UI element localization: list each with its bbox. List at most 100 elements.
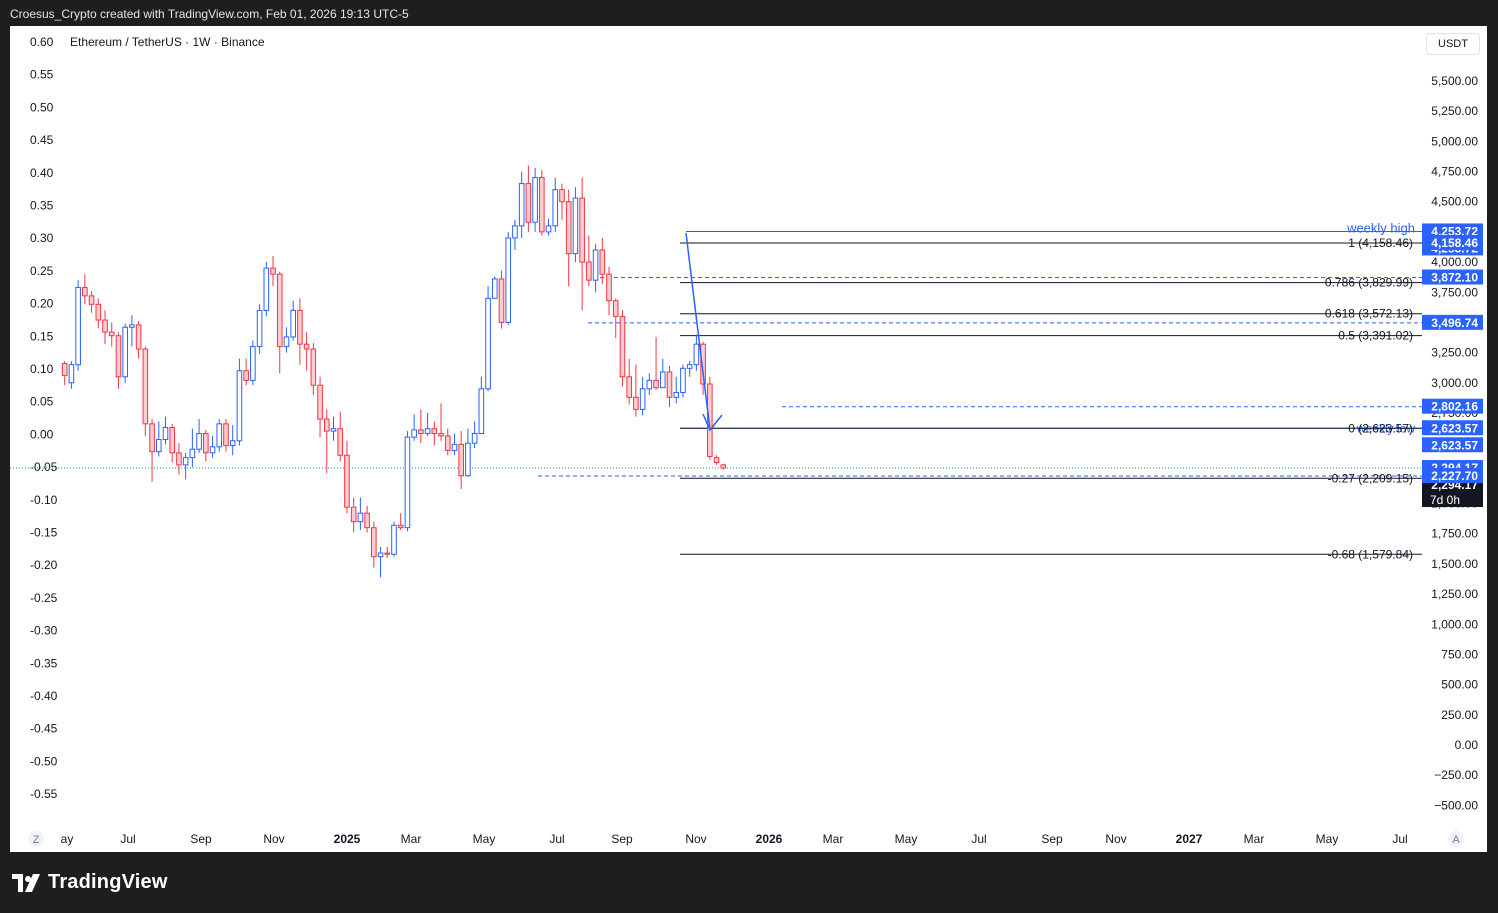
candle-body <box>572 197 579 255</box>
left-axis-tick: -0.15 <box>30 526 58 540</box>
right-axis-tick: 1,250.00 <box>1431 587 1478 601</box>
candle-body <box>68 364 75 384</box>
candle-body <box>115 335 122 378</box>
candle-body <box>223 423 229 447</box>
price-label-box <box>1422 468 1483 484</box>
candle-fill <box>371 527 377 557</box>
candle-body <box>626 376 632 398</box>
right-axis-tick: 4,500.00 <box>1431 195 1478 209</box>
candle-fill <box>62 363 67 376</box>
candle-body <box>276 273 283 348</box>
price-label: 2,227.70 <box>1431 469 1478 483</box>
candle-body <box>149 423 155 453</box>
fib-level-label: 0 (2,623.57) <box>1348 421 1413 435</box>
candle-fill <box>714 457 719 463</box>
candle-fill <box>364 513 370 528</box>
fib-level-label: 0.786 (3,829.99) <box>1325 276 1413 290</box>
left-axis-tick: -0.20 <box>30 558 58 572</box>
candle-body <box>592 249 599 281</box>
candle-body <box>310 348 317 386</box>
candle-body <box>411 429 417 438</box>
candle-body <box>565 201 572 255</box>
candle-body <box>458 443 464 477</box>
candle-body <box>216 423 223 448</box>
left-axis-tick: -0.10 <box>30 493 58 507</box>
candle-body <box>283 336 290 348</box>
candle-fill <box>526 183 531 223</box>
currency-button[interactable]: USDT <box>1426 33 1480 55</box>
candle-fill <box>337 428 343 456</box>
candle-body <box>176 452 182 466</box>
candle-body <box>498 278 505 323</box>
price-label: 2,623.57 <box>1431 421 1478 435</box>
price-label: 3,496.74 <box>1431 316 1478 330</box>
right-axis[interactable]: 5,500.00 5,250.00 5,000.00 4,750.00 4,500.00… <box>1422 74 1483 812</box>
candle-fill <box>143 349 148 424</box>
price-label: 3,872.10 <box>1431 271 1478 285</box>
candle-fill <box>297 310 303 345</box>
candle-body <box>229 440 236 447</box>
left-axis-tick: -0.05 <box>30 460 58 474</box>
time-axis-label: ay <box>61 832 74 846</box>
candle-fill <box>351 507 356 522</box>
candle-body <box>693 343 700 366</box>
time-axis-label: May <box>1316 832 1339 846</box>
left-axis-tick: 0.50 <box>30 100 54 114</box>
candle-fill <box>653 380 659 388</box>
candle-body <box>142 348 149 425</box>
candle-fill <box>579 198 585 263</box>
candle-fill <box>324 419 330 432</box>
left-axis-tick: 0.60 <box>30 35 54 49</box>
candle-fill <box>559 189 565 202</box>
price-chart[interactable]: Ethereum / TetherUS · 1W · Binance 0.600… <box>10 26 1487 852</box>
left-axis-tick: -0.35 <box>30 656 58 670</box>
candle-body <box>263 267 270 311</box>
candle-body <box>243 370 249 381</box>
fib-level-label: 1 (4,158.46) <box>1348 236 1413 250</box>
price-label: 4,253.72 <box>1431 224 1478 238</box>
auto-scale-button-label: A <box>1452 834 1460 846</box>
candle-body <box>189 448 196 459</box>
candle-body <box>680 367 686 393</box>
chart-panel[interactable]: Ethereum / TetherUS · 1W · Binance 0.60 0… <box>10 26 1487 852</box>
time-axis-label: Jul <box>120 832 135 846</box>
candle-body <box>129 324 135 328</box>
price-label: 4,158.46 <box>1431 236 1478 250</box>
candle-fill <box>149 423 155 452</box>
fibonacci-levels[interactable]: 1 (4,158.46) 0.786 (3,829.99) 0.618 (3,572… <box>680 236 1422 561</box>
left-axis-tick: -0.25 <box>30 591 58 605</box>
candle-body <box>209 446 216 454</box>
candle-series <box>61 165 727 578</box>
time-axis[interactable]: ay Jul Sep Nov 2025 Mar May Jul Sep Nov 2026 Mar May… <box>28 831 1464 847</box>
fib-level-label: -0.27 (2,209.15) <box>1328 471 1413 485</box>
candle-fill <box>203 433 209 453</box>
candle-body <box>323 418 330 432</box>
candle-fill <box>82 287 88 296</box>
candle-body <box>478 388 485 435</box>
time-axis-label: Sep <box>611 832 633 846</box>
price-label-box <box>1422 398 1483 414</box>
left-axis-tick: 0.10 <box>30 362 54 376</box>
candle-fill <box>109 332 115 336</box>
candle-body <box>532 177 538 223</box>
candle-body <box>525 183 532 223</box>
scale-left-button <box>28 831 44 847</box>
candle-fill <box>700 344 706 385</box>
candle-fill <box>438 433 444 436</box>
candle-body <box>633 396 639 410</box>
left-axis-tick: -0.30 <box>30 624 58 638</box>
fib-level-label: 0.5 (3,391.02) <box>1338 329 1413 343</box>
annotations <box>685 232 723 432</box>
left-axis-tick: 0.35 <box>30 199 54 213</box>
time-axis-label: 2025 <box>334 832 361 846</box>
candle-body <box>444 435 451 451</box>
candle-body <box>559 189 565 203</box>
candle-body <box>545 225 552 233</box>
candle-body <box>465 442 471 477</box>
candle-body <box>95 303 102 321</box>
candle-body <box>350 506 357 523</box>
candle-fill <box>136 324 141 350</box>
candle-body <box>720 464 727 469</box>
candle-body <box>82 286 88 297</box>
left-axis-tick: -0.40 <box>30 689 58 703</box>
